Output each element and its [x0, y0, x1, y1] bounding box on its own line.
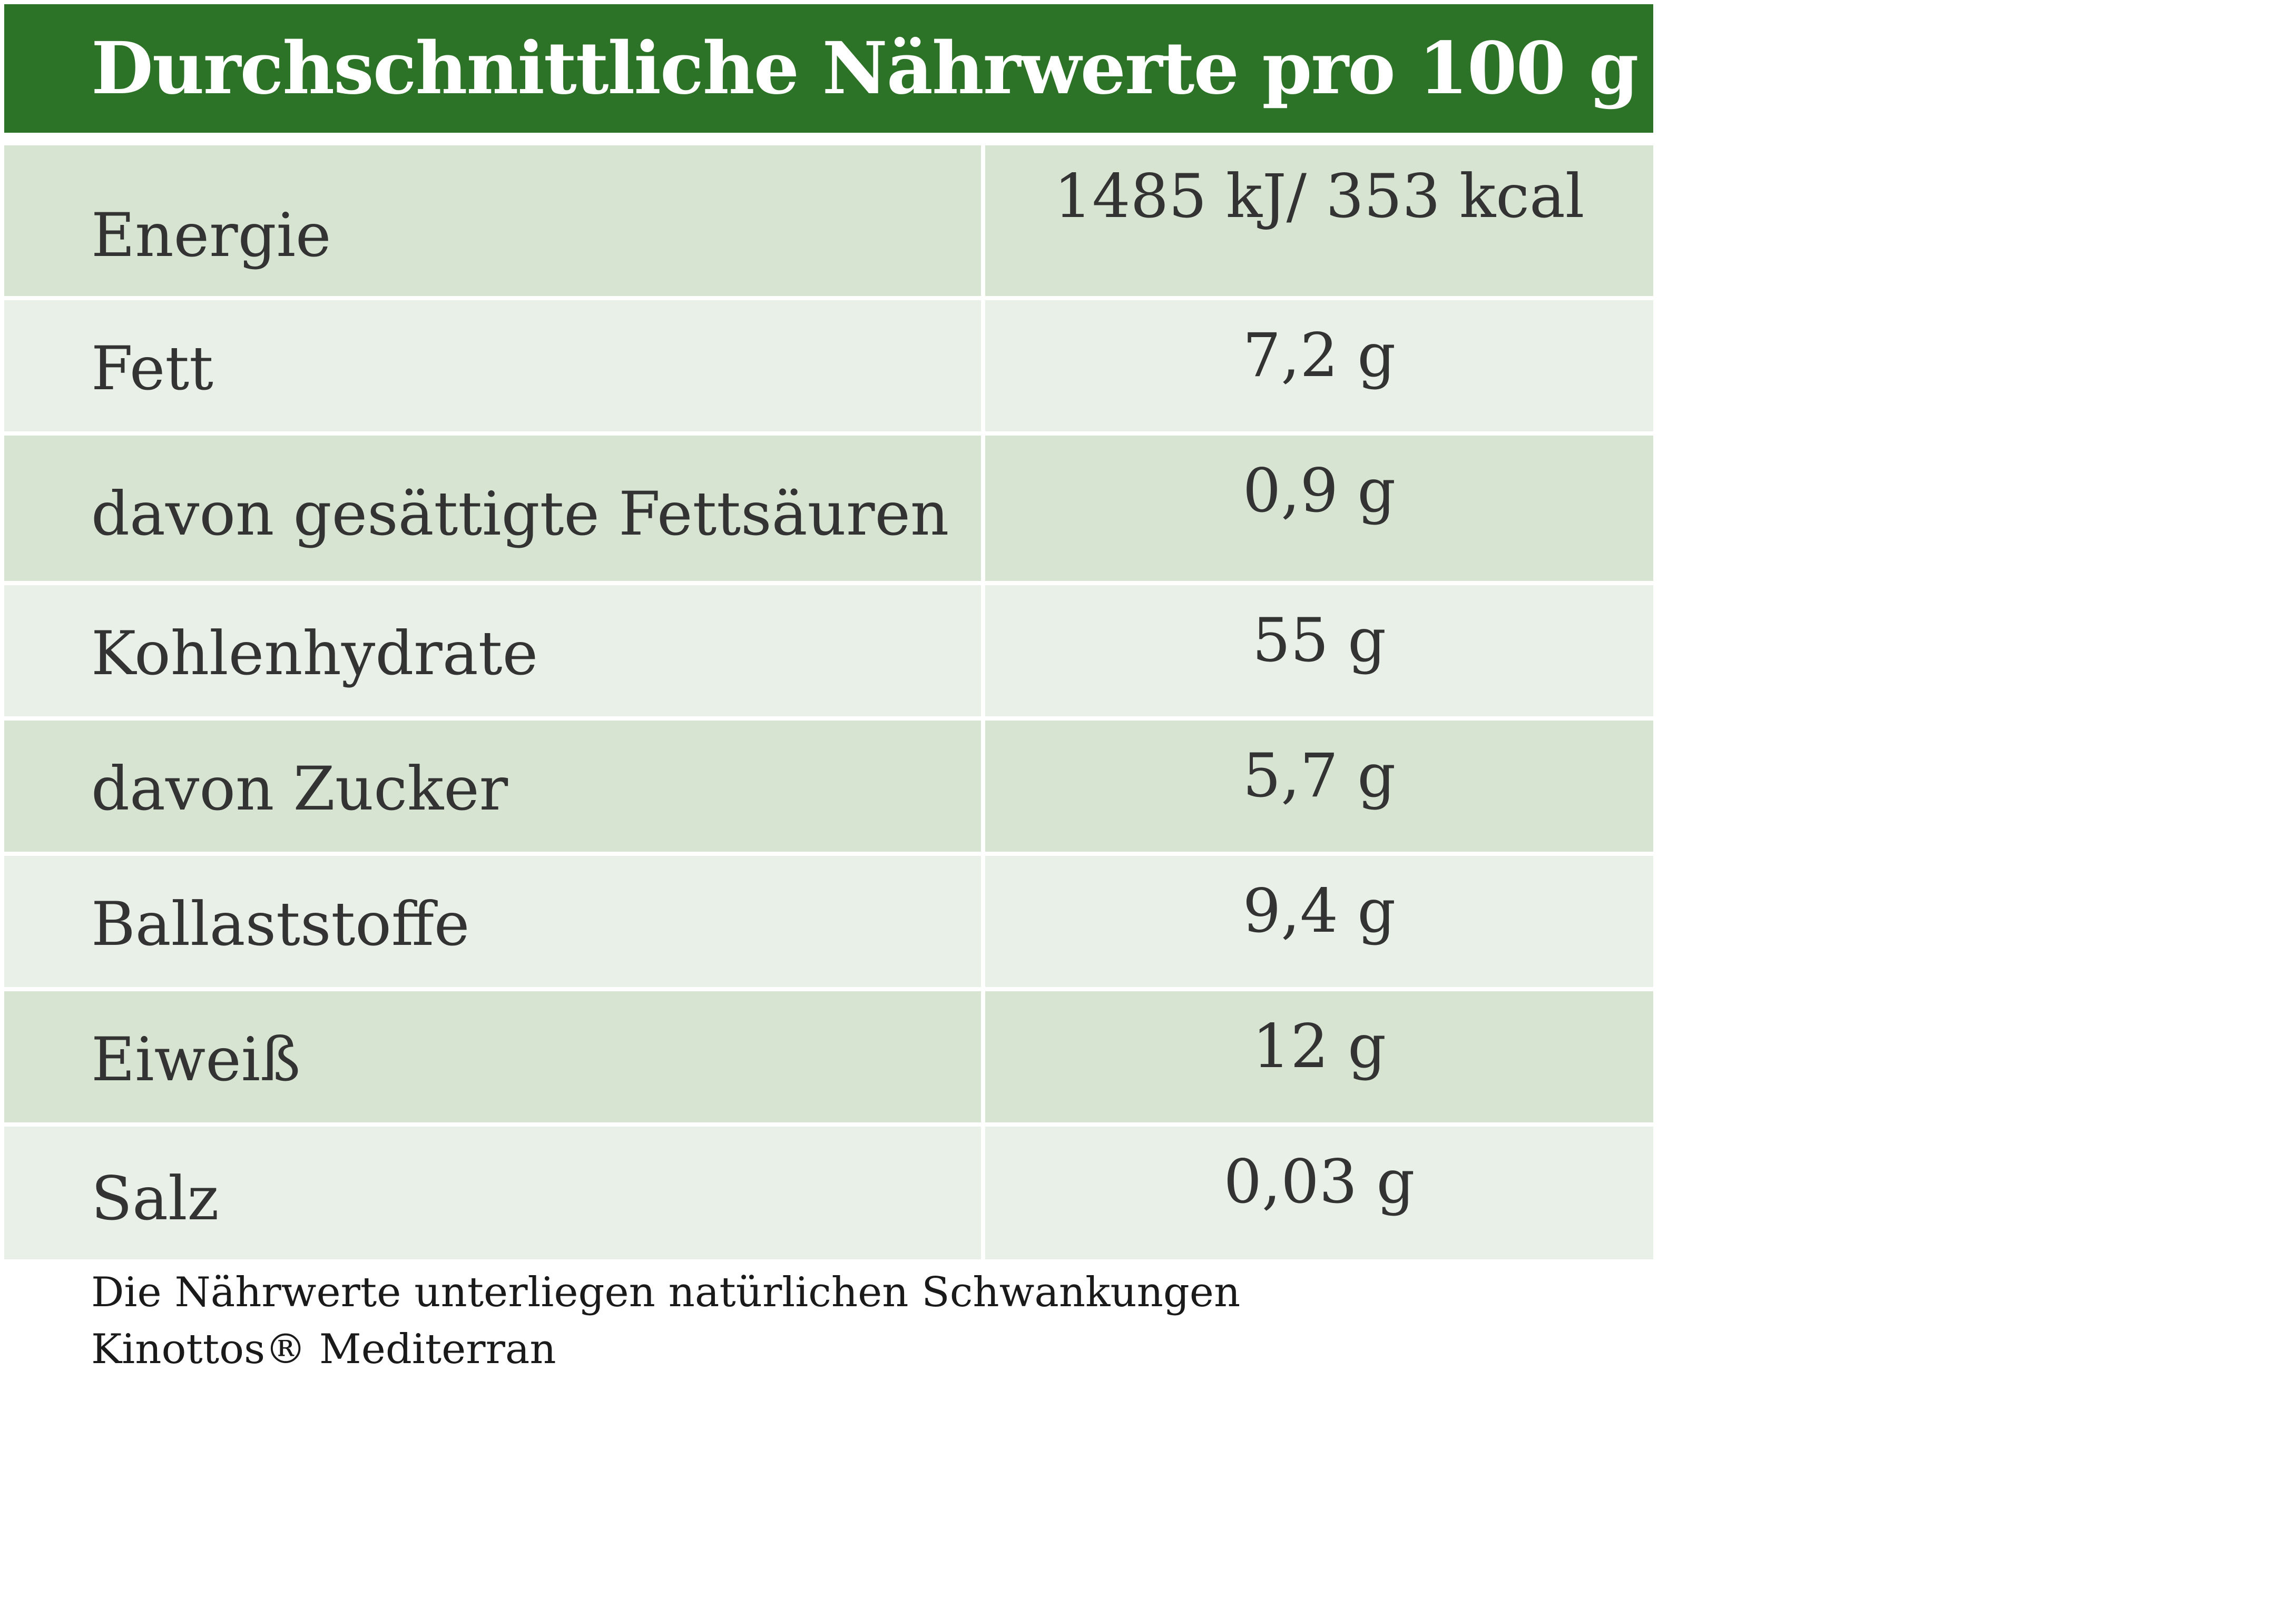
- row-value: 5,7 g: [1242, 741, 1396, 811]
- nutrition-table: Durchschnittliche Nährwerte pro 100 g En…: [4, 4, 1653, 1259]
- product-name: Kinottos® Mediterran: [91, 1326, 556, 1373]
- table-row: Salz 0,03 g: [4, 1127, 1653, 1259]
- row-label: Ballaststoffe: [4, 856, 985, 987]
- table-row: Eiweiß 12 g: [4, 991, 1653, 1127]
- row-label: davon gesättigte Fettsäuren: [4, 436, 985, 581]
- table-rows: Energie 1485 kJ/ 353 kcal Fett 7,2 g dav…: [4, 145, 1653, 1259]
- row-value: 12 g: [1252, 1011, 1387, 1081]
- row-label: Fett: [4, 300, 985, 431]
- table-row: davon Zucker 5,7 g: [4, 721, 1653, 856]
- table-row: Fett 7,2 g: [4, 300, 1653, 436]
- row-label: Kohlenhydrate: [4, 585, 985, 716]
- table-title: Durchschnittliche Nährwerte pro 100 g: [91, 26, 1639, 111]
- row-label: Salz: [4, 1127, 985, 1259]
- row-value: 1485 kJ/ 353 kcal: [1054, 161, 1585, 231]
- footer-notes: Die Nährwerte unterliegen natürlichen Sc…: [91, 1264, 1240, 1378]
- row-label: Eiweiß: [4, 991, 985, 1122]
- header-divider: [4, 133, 1653, 145]
- table-header: Durchschnittliche Nährwerte pro 100 g: [4, 4, 1653, 133]
- table-row: Kohlenhydrate 55 g: [4, 585, 1653, 721]
- footer-note: Die Nährwerte unterliegen natürlichen Sc…: [91, 1269, 1241, 1316]
- row-value: 55 g: [1252, 605, 1387, 675]
- table-row: Energie 1485 kJ/ 353 kcal: [4, 145, 1653, 300]
- table-row: davon gesättigte Fettsäuren 0,9 g: [4, 436, 1653, 585]
- row-label: davon Zucker: [4, 721, 985, 852]
- row-value: 7,2 g: [1242, 320, 1396, 390]
- row-value: 0,03 g: [1223, 1147, 1415, 1217]
- row-value: 0,9 g: [1242, 456, 1396, 526]
- row-label: Energie: [4, 145, 985, 296]
- table-row: Ballaststoffe 9,4 g: [4, 856, 1653, 991]
- row-value: 9,4 g: [1242, 876, 1396, 946]
